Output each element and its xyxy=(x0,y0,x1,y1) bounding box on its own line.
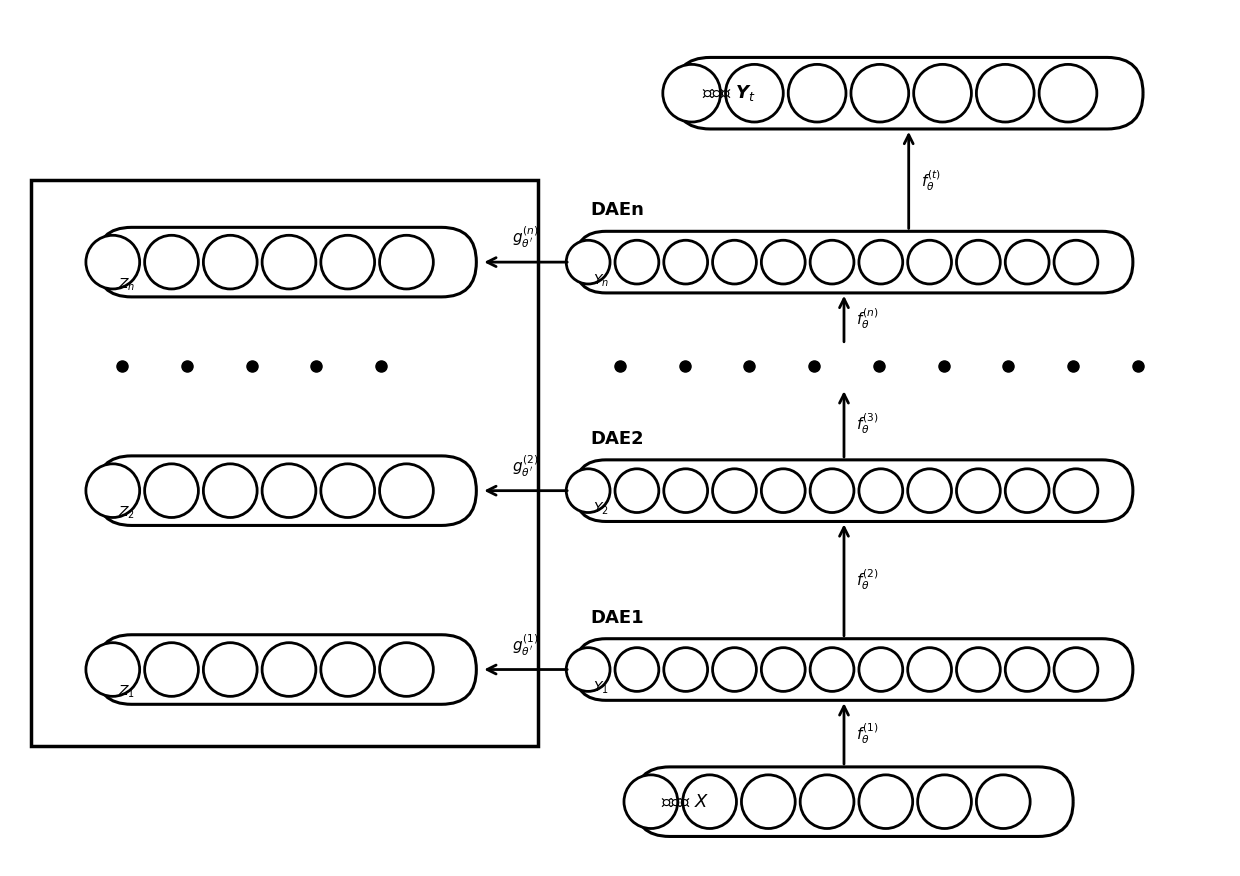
Circle shape xyxy=(615,240,658,284)
Text: 输出层 $\boldsymbol{Y}_t$: 输出层 $\boldsymbol{Y}_t$ xyxy=(702,83,756,103)
Circle shape xyxy=(1006,469,1049,512)
Circle shape xyxy=(810,240,854,284)
FancyBboxPatch shape xyxy=(575,639,1133,700)
Circle shape xyxy=(203,236,257,289)
Circle shape xyxy=(624,775,678,829)
Circle shape xyxy=(321,643,374,696)
Circle shape xyxy=(663,469,708,512)
Circle shape xyxy=(379,463,433,518)
Text: $f_{\theta}^{(n)}$: $f_{\theta}^{(n)}$ xyxy=(856,307,879,331)
Text: $Z_n$: $Z_n$ xyxy=(118,277,135,293)
Text: $Y_1$: $Y_1$ xyxy=(593,680,609,696)
Circle shape xyxy=(379,236,433,289)
Circle shape xyxy=(203,463,257,518)
Circle shape xyxy=(86,463,140,518)
Circle shape xyxy=(262,236,316,289)
FancyBboxPatch shape xyxy=(31,180,538,746)
Circle shape xyxy=(725,64,784,122)
Circle shape xyxy=(810,469,854,512)
Circle shape xyxy=(761,469,805,512)
Circle shape xyxy=(1054,240,1097,284)
Circle shape xyxy=(262,463,316,518)
Text: $Y_n$: $Y_n$ xyxy=(593,272,609,289)
FancyBboxPatch shape xyxy=(575,231,1133,293)
Circle shape xyxy=(713,469,756,512)
Circle shape xyxy=(321,236,374,289)
Circle shape xyxy=(800,775,854,829)
Circle shape xyxy=(1006,647,1049,691)
Circle shape xyxy=(810,647,854,691)
Circle shape xyxy=(86,236,140,289)
Circle shape xyxy=(742,775,795,829)
Circle shape xyxy=(976,775,1030,829)
Text: 输入层 $X$: 输入层 $X$ xyxy=(661,793,709,810)
Circle shape xyxy=(1039,64,1097,122)
Circle shape xyxy=(663,240,708,284)
Circle shape xyxy=(908,469,951,512)
Text: $Y_2$: $Y_2$ xyxy=(593,501,608,518)
Text: $g_{\theta'}^{(2)}$: $g_{\theta'}^{(2)}$ xyxy=(512,454,539,479)
Text: $g_{\theta'}^{(n)}$: $g_{\theta'}^{(n)}$ xyxy=(512,225,539,251)
Circle shape xyxy=(761,647,805,691)
Text: $g_{\theta'}^{(1)}$: $g_{\theta'}^{(1)}$ xyxy=(512,632,539,658)
Text: DAE1: DAE1 xyxy=(590,609,644,627)
Circle shape xyxy=(567,647,610,691)
Circle shape xyxy=(956,240,1001,284)
Circle shape xyxy=(859,240,903,284)
Circle shape xyxy=(663,647,708,691)
Circle shape xyxy=(683,775,737,829)
FancyBboxPatch shape xyxy=(575,460,1133,521)
Circle shape xyxy=(789,64,846,122)
Circle shape xyxy=(713,647,756,691)
Circle shape xyxy=(615,469,658,512)
Text: DAEn: DAEn xyxy=(590,201,644,219)
Text: $f_{\theta}^{(1)}$: $f_{\theta}^{(1)}$ xyxy=(856,721,879,746)
Circle shape xyxy=(1054,469,1097,512)
Circle shape xyxy=(1006,240,1049,284)
Circle shape xyxy=(713,240,756,284)
Circle shape xyxy=(203,643,257,696)
Text: $Z_1$: $Z_1$ xyxy=(118,684,135,700)
Circle shape xyxy=(262,643,316,696)
Circle shape xyxy=(956,469,1001,512)
Circle shape xyxy=(567,469,610,512)
FancyBboxPatch shape xyxy=(675,58,1143,129)
Circle shape xyxy=(663,64,720,122)
Circle shape xyxy=(145,463,198,518)
Circle shape xyxy=(86,643,140,696)
FancyBboxPatch shape xyxy=(97,635,476,704)
Circle shape xyxy=(567,240,610,284)
Circle shape xyxy=(851,64,909,122)
Text: $f_{\theta}^{(t)}$: $f_{\theta}^{(t)}$ xyxy=(920,167,941,193)
Circle shape xyxy=(859,647,903,691)
Circle shape xyxy=(918,775,971,829)
Circle shape xyxy=(859,469,903,512)
FancyBboxPatch shape xyxy=(97,456,476,526)
Circle shape xyxy=(145,236,198,289)
Circle shape xyxy=(379,643,433,696)
Circle shape xyxy=(1054,647,1097,691)
Circle shape xyxy=(976,64,1034,122)
FancyBboxPatch shape xyxy=(97,228,476,297)
Circle shape xyxy=(615,647,658,691)
Text: DAE2: DAE2 xyxy=(590,430,644,448)
Circle shape xyxy=(908,240,951,284)
Circle shape xyxy=(321,463,374,518)
Text: $Z_2$: $Z_2$ xyxy=(118,505,135,521)
Circle shape xyxy=(859,775,913,829)
Circle shape xyxy=(914,64,971,122)
Circle shape xyxy=(956,647,1001,691)
Text: $f_{\theta}^{(3)}$: $f_{\theta}^{(3)}$ xyxy=(856,412,879,436)
Circle shape xyxy=(761,240,805,284)
Circle shape xyxy=(145,643,198,696)
Circle shape xyxy=(908,647,951,691)
Text: $f_{\theta}^{(2)}$: $f_{\theta}^{(2)}$ xyxy=(856,568,879,592)
FancyBboxPatch shape xyxy=(635,766,1073,837)
